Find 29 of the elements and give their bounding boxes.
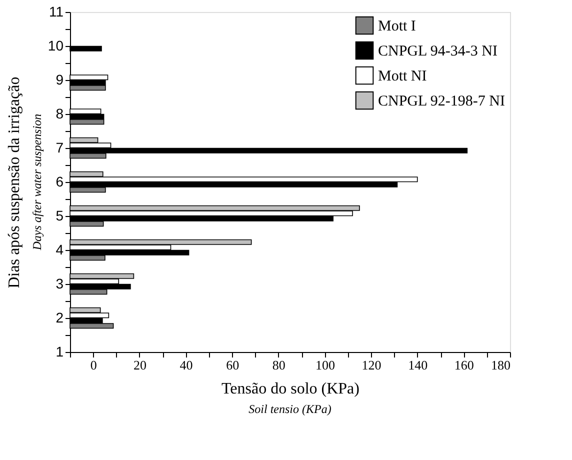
x-tick-label: 20 xyxy=(133,358,146,372)
y-tick-label: 3 xyxy=(56,276,64,292)
x-tick-label: 60 xyxy=(226,358,240,372)
legend-label: CNPGL 92-198-7 NI xyxy=(378,94,505,110)
x-tick-label: 120 xyxy=(362,358,382,372)
y-tick-label: 7 xyxy=(56,140,64,156)
text: Days after water suspension xyxy=(30,114,44,252)
x-tick-label: 140 xyxy=(408,358,428,372)
x-tick-label: 40 xyxy=(180,358,193,372)
x-tick-label: 0 xyxy=(90,358,97,372)
y-tick-label: 2 xyxy=(56,310,64,326)
legend-label: CNPGL 94-34-3 NI xyxy=(378,44,498,60)
x-tick-label: 100 xyxy=(315,358,335,372)
x-tick-label: 80 xyxy=(272,358,286,372)
legend-label: Mott I xyxy=(378,18,416,34)
y-tick-label: 6 xyxy=(56,174,64,190)
y-tick-label: 4 xyxy=(56,242,64,258)
x-tick-label: 180 xyxy=(491,358,510,372)
text: Soil tensio (KPa) xyxy=(248,402,332,416)
y-tick-label: 10 xyxy=(48,38,64,54)
y-tick-label: 11 xyxy=(48,4,64,20)
x-tick-label: 160 xyxy=(454,358,474,372)
x-axis-title: Tensão do solo (KPa) xyxy=(222,380,360,398)
y-tick-label: 9 xyxy=(56,72,64,88)
y-tick-label: 8 xyxy=(56,106,64,122)
legend-label: Mott NI xyxy=(378,68,427,84)
y-tick-label: 1 xyxy=(56,344,64,360)
y-tick-label: 5 xyxy=(56,208,64,224)
y-axis-title: Dias após suspensão da irrigação xyxy=(6,76,23,288)
